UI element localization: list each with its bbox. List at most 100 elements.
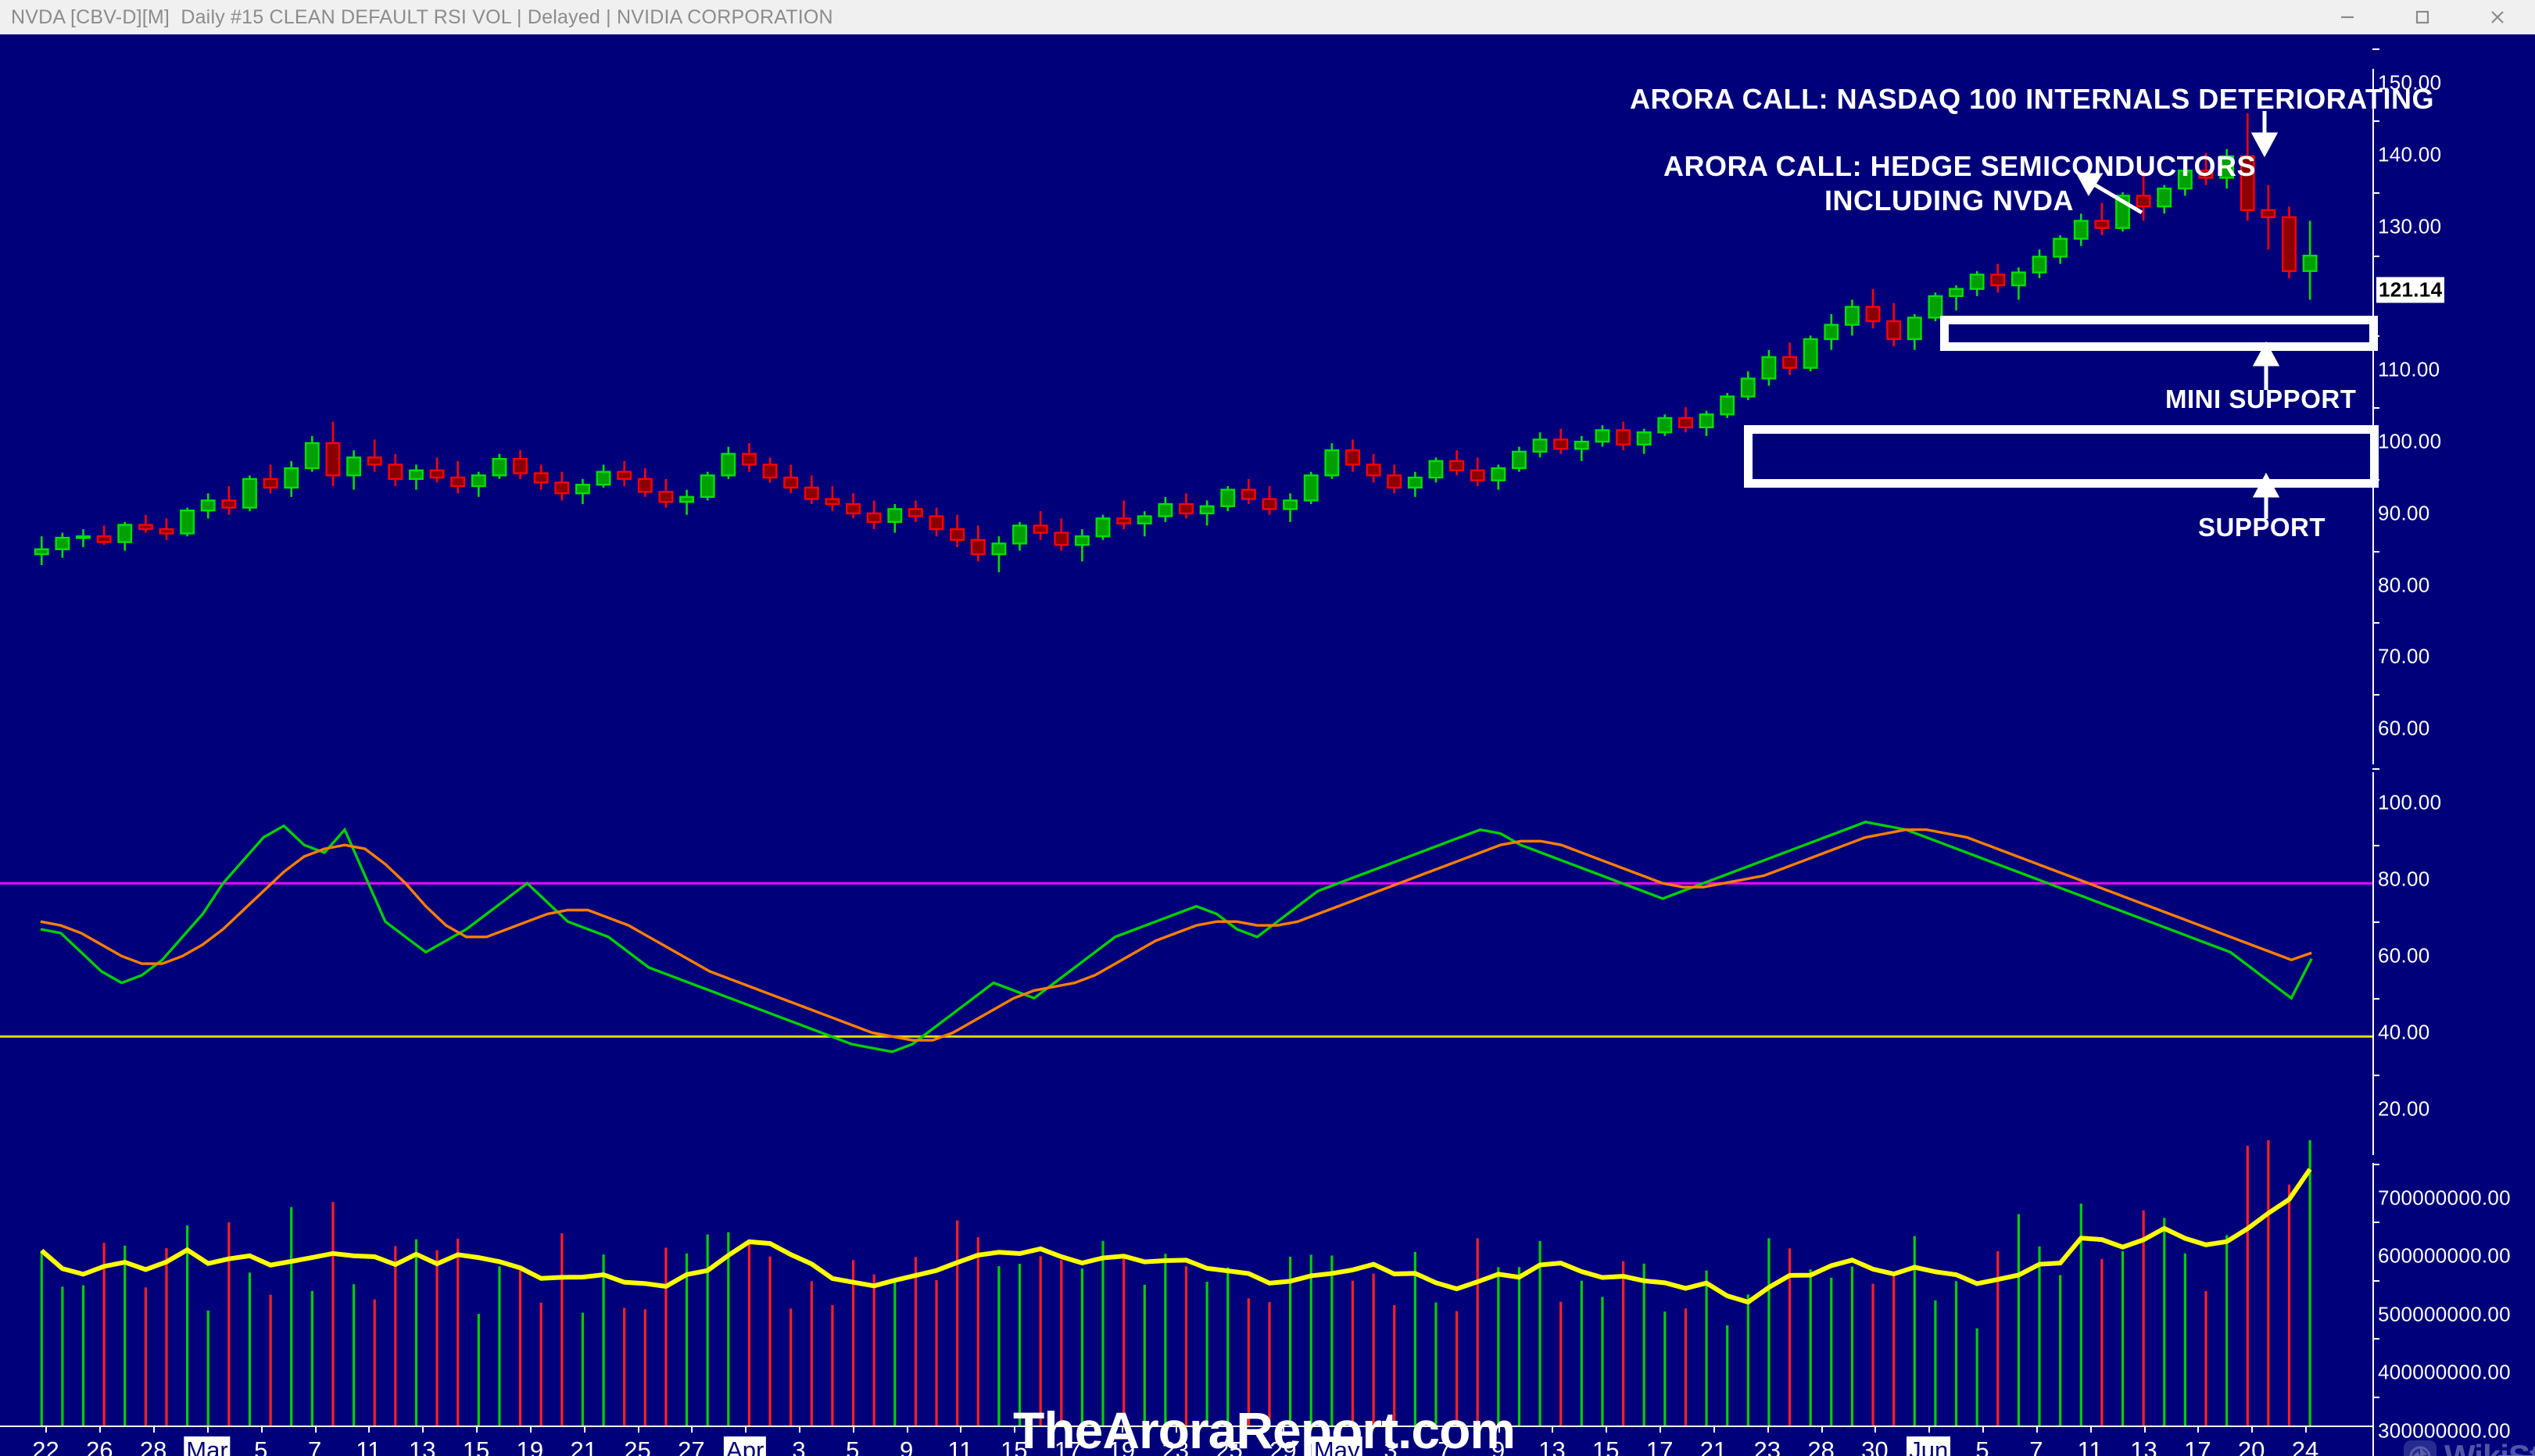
axis-label: 400000000.00 bbox=[2378, 1360, 2511, 1384]
close-button[interactable] bbox=[2460, 0, 2535, 34]
date-label: 21 bbox=[570, 1436, 597, 1456]
date-tick bbox=[422, 1426, 424, 1433]
date-label-month: Apr bbox=[724, 1436, 767, 1456]
axis-tick bbox=[2372, 1222, 2379, 1224]
axis-tick bbox=[2372, 1338, 2379, 1340]
date-label: 11 bbox=[356, 1436, 381, 1456]
date-tick bbox=[529, 1426, 532, 1433]
volume-axis-line bbox=[2372, 1163, 2374, 1456]
chart-canvas[interactable]: 150.00 140.00 130.00 121.14 110.00 100.00 90.0… bbox=[0, 34, 2535, 1456]
axis-tick bbox=[2372, 120, 2379, 123]
volume-panel[interactable] bbox=[0, 1129, 2372, 1426]
date-label: 17 bbox=[2184, 1436, 2211, 1456]
date-axis-line bbox=[0, 1426, 2372, 1427]
date-label: 26 bbox=[86, 1436, 113, 1456]
date-tick bbox=[1874, 1426, 1877, 1433]
annotation-arora-call-nasdaq: ARORA CALL: NASDAQ 100 INTERNALS DETERIO… bbox=[1630, 83, 2435, 115]
axis-label: 90.00 bbox=[2378, 501, 2430, 525]
date-label: 24 bbox=[2291, 1436, 2319, 1456]
date-label: 11 bbox=[2077, 1436, 2103, 1456]
rsi-axis-labels[interactable]: 100.00 80.00 60.00 40.00 20.00 bbox=[2378, 772, 2535, 1155]
date-tick bbox=[1121, 1426, 1123, 1433]
date-tick bbox=[2251, 1426, 2254, 1433]
mini-support-zone-box[interactable] bbox=[1940, 316, 2378, 351]
date-tick bbox=[2089, 1426, 2092, 1433]
support-zone-box[interactable] bbox=[1744, 425, 2379, 488]
date-label: 9 bbox=[900, 1436, 914, 1456]
date-tick bbox=[1391, 1426, 1393, 1433]
date-tick bbox=[637, 1426, 639, 1433]
date-tick bbox=[206, 1426, 209, 1433]
date-tick bbox=[2304, 1426, 2307, 1433]
date-label: 5 bbox=[1975, 1436, 1989, 1456]
axis-label: 60.00 bbox=[2378, 716, 2430, 740]
volume-axis-labels[interactable]: 700000000.00 600000000.00 500000000.00 4000… bbox=[2378, 1163, 2535, 1456]
axis-tick bbox=[2372, 407, 2379, 410]
close-icon bbox=[2491, 11, 2504, 23]
axis-tick bbox=[2372, 768, 2379, 771]
axis-label: 20.00 bbox=[2378, 1096, 2430, 1121]
axis-tick bbox=[2372, 1075, 2379, 1077]
date-tick bbox=[1660, 1426, 1662, 1433]
price-axis-labels[interactable]: 150.00 140.00 130.00 121.14 110.00 100.00 90.0… bbox=[2376, 69, 2535, 764]
date-label-month: Mar bbox=[184, 1436, 231, 1456]
date-label: 13 bbox=[408, 1436, 436, 1456]
date-axis[interactable]: 22 26 28 Mar 5 7 11 13 15 19 21 25 27 Apr 3 5 9 11 15 17 19 2… bbox=[0, 1426, 2372, 1456]
axis-tick bbox=[2372, 694, 2379, 696]
date-label: 3 bbox=[1384, 1436, 1398, 1456]
date-tick bbox=[798, 1426, 800, 1433]
date-label: 9 bbox=[1491, 1436, 1506, 1456]
date-label: 25 bbox=[624, 1436, 651, 1456]
date-label: 23 bbox=[1753, 1436, 1781, 1456]
date-tick bbox=[314, 1426, 317, 1433]
date-label: 17 bbox=[1645, 1436, 1674, 1456]
date-label: 17 bbox=[1054, 1436, 1082, 1456]
date-tick bbox=[1014, 1426, 1016, 1433]
date-label: 5 bbox=[846, 1436, 860, 1456]
axis-tick bbox=[2372, 335, 2379, 338]
axis-label: 130.00 bbox=[2378, 214, 2442, 238]
date-tick bbox=[1283, 1426, 1285, 1433]
date-label: 13 bbox=[1538, 1436, 1566, 1456]
date-label: 30 bbox=[1861, 1436, 1889, 1456]
date-tick bbox=[2036, 1426, 2038, 1433]
maximize-icon bbox=[2415, 10, 2429, 24]
price-candlestick-panel[interactable] bbox=[0, 34, 2372, 730]
annotation-arora-call-hedge-line1: ARORA CALL: HEDGE SEMICONDUCTORS bbox=[1663, 150, 2257, 182]
window-title-bar: NVDA [CBV-D][M] Daily #15 CLEAN DEFAULT … bbox=[0, 0, 2535, 34]
axis-tick bbox=[2372, 48, 2379, 51]
axis-label: 500000000.00 bbox=[2378, 1302, 2511, 1326]
date-tick bbox=[1068, 1426, 1070, 1433]
axis-tick bbox=[2372, 845, 2379, 847]
date-tick bbox=[1498, 1426, 1500, 1433]
date-label-month: May bbox=[1311, 1436, 1362, 1456]
axis-label: 300000000.00 bbox=[2378, 1418, 2511, 1443]
date-label: 7 bbox=[2029, 1436, 2043, 1456]
axis-label: 100.00 bbox=[2378, 790, 2442, 814]
rsi-plot bbox=[0, 821, 2372, 1054]
date-tick bbox=[153, 1426, 156, 1433]
window-controls bbox=[2310, 0, 2535, 34]
date-tick bbox=[583, 1426, 585, 1433]
axis-label: 140.00 bbox=[2378, 142, 2442, 166]
axis-label: 80.00 bbox=[2378, 573, 2430, 597]
minimize-button[interactable] bbox=[2310, 0, 2385, 34]
axis-tick bbox=[2372, 1163, 2379, 1165]
date-label: 27 bbox=[678, 1436, 705, 1456]
date-tick bbox=[1713, 1426, 1715, 1433]
axis-label: 60.00 bbox=[2378, 943, 2430, 968]
date-tick bbox=[906, 1426, 908, 1433]
axis-label: 40.00 bbox=[2378, 1020, 2430, 1044]
date-label: 15 bbox=[1001, 1436, 1028, 1456]
label-mini-support: MINI SUPPORT bbox=[2165, 385, 2357, 413]
maximize-button[interactable] bbox=[2385, 0, 2460, 34]
date-tick bbox=[1767, 1426, 1769, 1433]
axis-tick bbox=[2372, 1279, 2379, 1282]
axis-tick bbox=[2372, 478, 2379, 481]
axis-tick bbox=[2372, 1396, 2379, 1398]
rsi-panel[interactable] bbox=[0, 738, 2372, 1121]
axis-label: 70.00 bbox=[2378, 644, 2430, 668]
date-tick bbox=[99, 1426, 102, 1433]
date-label: 7 bbox=[1438, 1436, 1452, 1456]
